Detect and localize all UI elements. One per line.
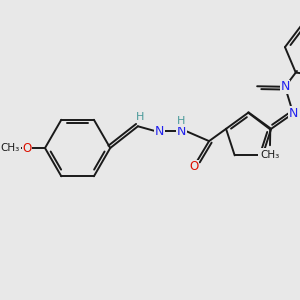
Text: CH₃: CH₃ (1, 143, 20, 153)
Text: S: S (259, 149, 266, 162)
Text: H: H (177, 116, 186, 126)
Text: CH₃: CH₃ (260, 150, 279, 160)
Text: N: N (155, 125, 164, 138)
Text: N: N (289, 107, 298, 120)
Text: N: N (177, 125, 186, 138)
Text: N: N (280, 80, 290, 93)
Text: O: O (190, 160, 199, 173)
Text: H: H (136, 112, 144, 122)
Text: O: O (22, 142, 32, 154)
